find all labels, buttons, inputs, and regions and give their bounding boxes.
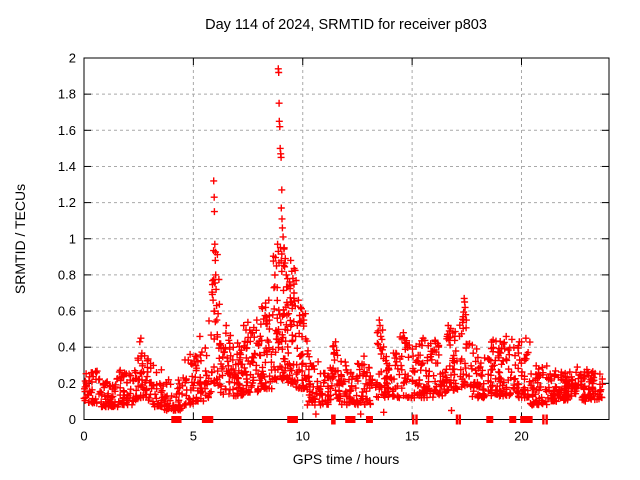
data-points — [80, 65, 606, 418]
svg-text:0.6: 0.6 — [58, 304, 76, 319]
svg-text:5: 5 — [190, 429, 197, 444]
svg-text:0: 0 — [80, 429, 87, 444]
svg-text:1.2: 1.2 — [58, 195, 76, 210]
x-axis-label: GPS time / hours — [293, 451, 400, 467]
svg-text:1.6: 1.6 — [58, 123, 76, 138]
svg-text:0.4: 0.4 — [58, 340, 76, 355]
svg-text:10: 10 — [296, 429, 310, 444]
svg-text:1.4: 1.4 — [58, 159, 76, 174]
zero-flag-markers — [171, 414, 548, 425]
chart-title: Day 114 of 2024, SRMTID for receiver p80… — [205, 17, 487, 33]
svg-text:20: 20 — [514, 429, 528, 444]
svg-text:0.2: 0.2 — [58, 376, 76, 391]
svg-text:1.8: 1.8 — [58, 87, 76, 102]
svg-text:2: 2 — [69, 51, 76, 66]
axis-ticks — [83, 57, 609, 420]
svg-text:1: 1 — [69, 231, 76, 246]
svg-text:0: 0 — [69, 412, 76, 427]
grid-lines — [84, 58, 609, 420]
tick-labels: 00.20.40.60.811.21.41.61.820 5 10 15 20 — [58, 51, 529, 444]
svg-text:15: 15 — [405, 429, 419, 444]
y-axis-label: SRMTID / TECUs — [12, 184, 28, 294]
svg-text:0.8: 0.8 — [58, 267, 76, 282]
